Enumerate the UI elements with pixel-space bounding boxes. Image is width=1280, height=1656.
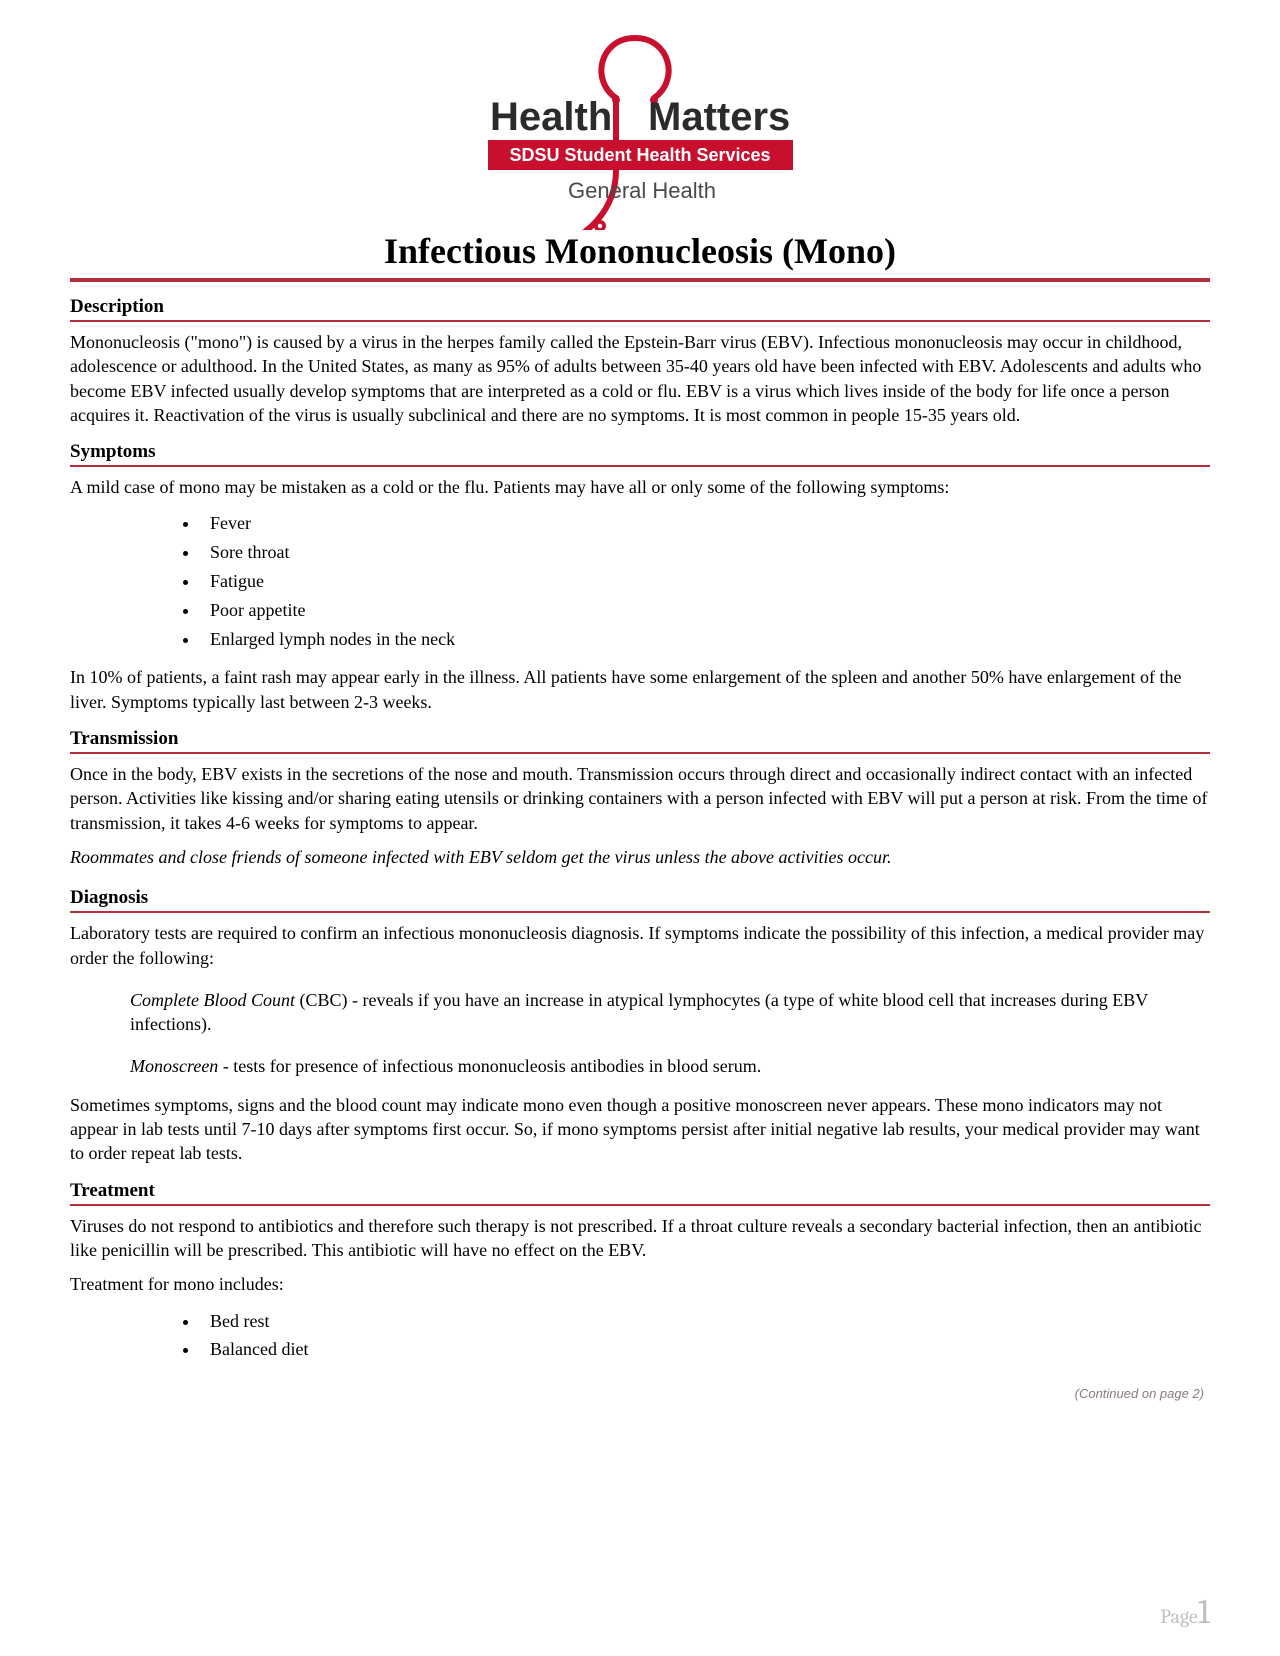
- continued-note: (Continued on page 2): [70, 1386, 1210, 1401]
- diagnosis-after: Sometimes symptoms, signs and the blood …: [70, 1093, 1210, 1166]
- page-label: Page: [1160, 1605, 1197, 1628]
- transmission-text: Once in the body, EBV exists in the secr…: [70, 762, 1210, 835]
- page-footer: Page1: [1160, 1592, 1210, 1632]
- diagnosis-monoscreen: Monoscreen - tests for presence of infec…: [130, 1054, 1190, 1078]
- symptoms-after: In 10% of patients, a faint rash may app…: [70, 665, 1210, 714]
- treatment-intro: Viruses do not respond to antibiotics an…: [70, 1214, 1210, 1263]
- svg-text:SDSU Student Health Services: SDSU Student Health Services: [509, 145, 770, 165]
- section-heading-treatment: Treatment: [70, 1180, 1210, 1202]
- list-item: Balanced diet: [200, 1335, 1210, 1364]
- section-heading-transmission: Transmission: [70, 728, 1210, 750]
- list-item: Poor appetite: [200, 596, 1210, 625]
- list-item: Bed rest: [200, 1307, 1210, 1336]
- section-rule: [70, 1204, 1210, 1206]
- section-rule: [70, 465, 1210, 467]
- symptoms-intro: A mild case of mono may be mistaken as a…: [70, 475, 1210, 499]
- svg-text:Matters: Matters: [648, 95, 790, 139]
- document-title: Infectious Mononucleosis (Mono): [70, 230, 1210, 272]
- svg-text:Health: Health: [490, 95, 612, 139]
- health-matters-logo: Health Matters SDSU Student Health Servi…: [430, 30, 850, 230]
- list-item: Fatigue: [200, 567, 1210, 596]
- mono-label: Monoscreen: [130, 1056, 218, 1076]
- mono-rest: - tests for presence of infectious monon…: [218, 1056, 761, 1076]
- section-rule: [70, 320, 1210, 322]
- document-page: Health Matters SDSU Student Health Servi…: [0, 0, 1280, 1656]
- section-heading-symptoms: Symptoms: [70, 441, 1210, 463]
- section-rule: [70, 752, 1210, 754]
- title-rule: [70, 278, 1210, 282]
- header-logo: Health Matters SDSU Student Health Servi…: [70, 30, 1210, 230]
- section-heading-description: Description: [70, 296, 1210, 318]
- list-item: Fever: [200, 509, 1210, 538]
- transmission-note: Roommates and close friends of someone i…: [70, 845, 1210, 869]
- diagnosis-intro: Laboratory tests are required to confirm…: [70, 921, 1210, 970]
- treatment-list: Bed rest Balanced diet: [70, 1307, 1210, 1365]
- treatment-lead: Treatment for mono includes:: [70, 1272, 1210, 1296]
- list-item: Sore throat: [200, 538, 1210, 567]
- page-number: 1: [1198, 1592, 1210, 1632]
- symptoms-list: Fever Sore throat Fatigue Poor appetite …: [70, 509, 1210, 653]
- svg-text:General Health: General Health: [568, 178, 716, 203]
- section-rule: [70, 911, 1210, 913]
- cbc-label: Complete Blood Count: [130, 990, 295, 1010]
- list-item: Enlarged lymph nodes in the neck: [200, 625, 1210, 654]
- section-heading-diagnosis: Diagnosis: [70, 887, 1210, 909]
- description-text: Mononucleosis ("mono") is caused by a vi…: [70, 330, 1210, 427]
- diagnosis-cbc: Complete Blood Count (CBC) - reveals if …: [130, 988, 1190, 1037]
